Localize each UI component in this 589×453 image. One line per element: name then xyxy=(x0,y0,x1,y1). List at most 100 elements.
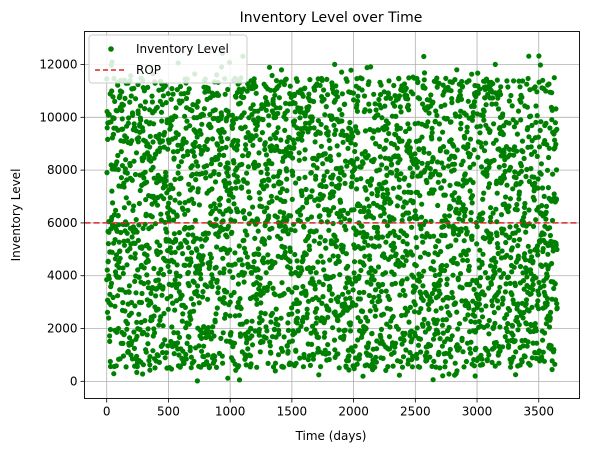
data-point xyxy=(469,71,475,77)
data-point xyxy=(427,166,433,172)
data-point xyxy=(504,182,510,188)
data-point xyxy=(331,337,338,343)
data-point xyxy=(419,273,425,279)
data-point xyxy=(531,197,537,203)
data-point xyxy=(191,358,197,364)
data-point xyxy=(471,363,477,369)
data-point xyxy=(302,174,308,180)
data-point xyxy=(352,142,358,148)
data-point xyxy=(294,258,300,264)
data-point xyxy=(278,67,285,73)
data-point xyxy=(547,232,554,239)
data-point xyxy=(323,245,329,251)
data-point xyxy=(190,232,196,238)
y-tick-label: 0 xyxy=(70,374,78,388)
data-point xyxy=(325,342,331,348)
data-point xyxy=(399,364,406,370)
data-point xyxy=(228,208,234,214)
data-point xyxy=(153,293,159,299)
data-point xyxy=(501,162,507,169)
data-point xyxy=(370,215,377,221)
data-point xyxy=(249,333,255,339)
data-point xyxy=(554,126,560,132)
data-point xyxy=(435,330,441,336)
data-point xyxy=(530,223,537,229)
data-point xyxy=(168,96,174,102)
data-point xyxy=(391,271,397,277)
data-point xyxy=(179,98,185,104)
data-point xyxy=(149,214,155,220)
data-point xyxy=(509,103,515,109)
data-point xyxy=(159,292,165,298)
data-point xyxy=(308,170,314,176)
data-point xyxy=(165,306,171,312)
data-point xyxy=(480,196,486,202)
y-tick-label: 4000 xyxy=(47,269,78,283)
data-point xyxy=(150,164,156,170)
data-point xyxy=(127,99,133,105)
data-point xyxy=(166,217,172,224)
data-point xyxy=(254,119,260,125)
data-point xyxy=(142,106,148,112)
data-point xyxy=(207,259,213,265)
data-point xyxy=(246,211,253,217)
data-point xyxy=(213,222,219,228)
data-point xyxy=(465,312,471,318)
data-point xyxy=(151,265,157,272)
data-point xyxy=(305,298,312,304)
data-point xyxy=(521,155,527,162)
data-point xyxy=(119,89,125,95)
data-point xyxy=(406,107,412,113)
data-point xyxy=(380,355,386,361)
data-point xyxy=(197,271,204,277)
data-point xyxy=(523,173,529,180)
data-point xyxy=(320,161,326,167)
data-point xyxy=(128,254,134,260)
data-point xyxy=(212,357,218,364)
data-point xyxy=(273,114,279,120)
data-point xyxy=(176,281,182,287)
data-point xyxy=(222,183,229,190)
data-point xyxy=(394,167,400,173)
data-point xyxy=(278,180,284,186)
data-point xyxy=(384,223,391,229)
data-point xyxy=(332,347,338,353)
data-point xyxy=(367,256,373,262)
data-point xyxy=(312,139,318,145)
data-point xyxy=(458,126,464,132)
data-point xyxy=(458,120,464,127)
data-point xyxy=(336,258,342,265)
data-point xyxy=(388,199,394,205)
data-point xyxy=(227,247,233,253)
data-point xyxy=(143,197,149,203)
data-point xyxy=(179,318,185,324)
data-point xyxy=(522,257,529,263)
data-point xyxy=(381,210,387,216)
data-point xyxy=(530,281,536,288)
data-point xyxy=(500,344,506,350)
data-point xyxy=(347,328,354,334)
data-point xyxy=(305,216,311,222)
data-point xyxy=(463,206,469,212)
data-point xyxy=(542,330,548,336)
data-point xyxy=(160,341,166,347)
data-point xyxy=(279,348,286,354)
data-point xyxy=(443,75,449,81)
data-point xyxy=(284,217,290,223)
data-point xyxy=(217,202,223,208)
data-point xyxy=(305,129,311,135)
data-point xyxy=(493,259,499,265)
data-point xyxy=(316,297,322,303)
data-point xyxy=(112,256,118,262)
data-point xyxy=(258,169,264,175)
data-point xyxy=(231,201,237,207)
data-point xyxy=(177,83,184,90)
data-point xyxy=(324,76,330,82)
data-point xyxy=(444,304,450,310)
data-point xyxy=(383,288,389,294)
data-point xyxy=(481,117,487,123)
data-point xyxy=(471,147,477,153)
data-point xyxy=(324,169,330,175)
data-point xyxy=(390,240,397,246)
